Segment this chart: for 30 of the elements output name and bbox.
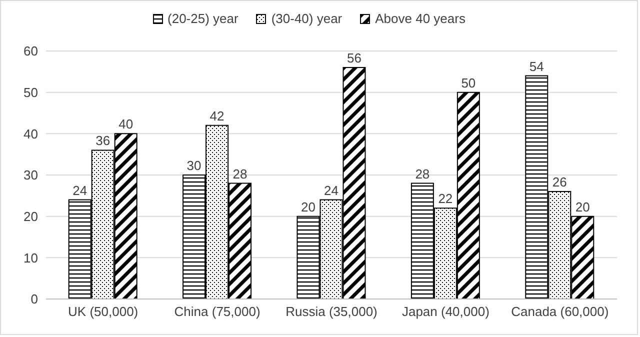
legend-label: (20-25) year — [166, 11, 238, 26]
x-tick-label: Japan (40,000) — [402, 304, 490, 320]
data-label: 50 — [461, 75, 476, 90]
data-label: 42 — [210, 108, 224, 124]
data-label: 54 — [529, 58, 544, 74]
y-tick-label: 30 — [24, 168, 38, 183]
y-tick-label: 50 — [24, 84, 38, 100]
y-tick-label: 10 — [24, 250, 38, 266]
data-label: 20 — [575, 199, 590, 214]
x-tick-label: Russia (35,000) — [286, 304, 378, 320]
data-label: 30 — [186, 158, 202, 173]
data-label: 40 — [118, 116, 134, 132]
x-tick-label: UK (50,000) — [68, 304, 138, 320]
y-tick-label: 20 — [24, 208, 38, 224]
data-label: 28 — [415, 166, 430, 182]
x-tick-label: China (75,000) — [174, 304, 260, 320]
data-label: 20 — [301, 199, 316, 214]
data-label: 24 — [324, 182, 338, 198]
y-tick-label: 60 — [24, 44, 38, 59]
data-label: 56 — [347, 50, 362, 66]
data-label: 22 — [438, 191, 453, 206]
y-tick-label: 0 — [30, 292, 38, 307]
y-tick-label: 40 — [24, 126, 38, 142]
data-label: 28 — [232, 166, 248, 182]
data-label: 26 — [552, 174, 567, 190]
legend-label: (30-40) year — [270, 11, 342, 26]
data-label: 36 — [96, 133, 110, 148]
data-label: 24 — [72, 182, 88, 198]
legend-label: Above 40 years — [374, 11, 466, 26]
x-tick-label: Canada (60,000) — [511, 304, 609, 320]
